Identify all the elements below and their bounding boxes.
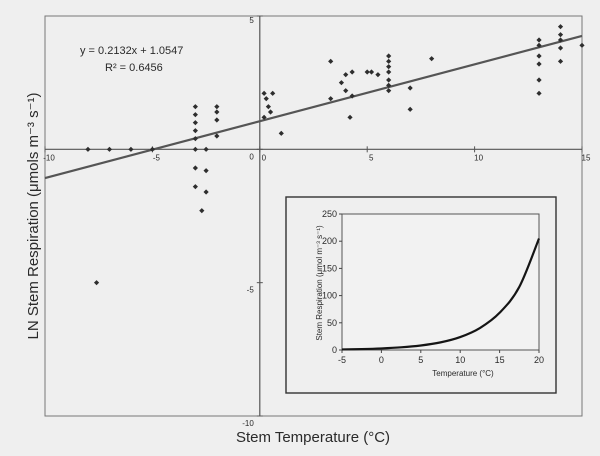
data-point (557, 24, 564, 30)
inset-x-axis-title: Temperature (°C) (432, 369, 494, 378)
data-point (536, 42, 542, 48)
main-y-tick-label: 5 (249, 16, 254, 25)
data-point (192, 112, 198, 118)
data-point (214, 133, 220, 139)
inset-y-tick-label: 250 (322, 209, 337, 219)
data-point (386, 88, 392, 94)
inset-y-tick-label: 0 (332, 345, 337, 355)
inset-x-tick-label: 20 (534, 355, 544, 365)
data-point (536, 61, 542, 67)
data-point (557, 58, 564, 64)
data-point (536, 53, 542, 59)
data-point (203, 189, 209, 195)
data-point (386, 53, 392, 59)
data-point (429, 56, 435, 62)
data-point (278, 130, 284, 136)
regression-equation: y = 0.2132x + 1.0547 (80, 45, 183, 57)
data-point (557, 32, 564, 38)
main-y-tick-label: -5 (247, 286, 255, 295)
inset-x-tick-label: -5 (338, 355, 346, 365)
data-point (192, 146, 198, 152)
data-point (203, 168, 209, 174)
main-x-tick-label: 10 (474, 153, 483, 162)
main-plot-frame (44, 15, 583, 417)
data-point (579, 42, 585, 48)
data-point (557, 37, 564, 43)
data-point (343, 88, 349, 94)
main-x-tick-label: -10 (43, 153, 55, 162)
data-point (343, 72, 349, 78)
main-y-axis-title: LN Stem Respiration (μmols m⁻³ s⁻¹) (25, 92, 42, 339)
main-x-tick-label: 15 (582, 153, 591, 162)
data-point (192, 120, 198, 126)
data-point (93, 280, 100, 286)
data-point (349, 69, 355, 75)
main-y-tick-label: -10 (242, 419, 254, 428)
inset-y-tick-label: 150 (322, 263, 337, 273)
data-point (364, 69, 370, 75)
data-point (328, 58, 334, 64)
main-x-tick-label: -5 (153, 153, 161, 162)
data-point (386, 64, 392, 70)
data-point (261, 114, 267, 120)
data-point (214, 109, 220, 115)
data-point (328, 96, 334, 102)
data-point (557, 45, 564, 51)
main-x-tick-label: 0 (262, 153, 267, 162)
data-point (192, 136, 198, 142)
data-point (270, 90, 276, 96)
data-point (106, 146, 113, 152)
inset-plot-area (341, 213, 540, 351)
main-x-tick-label: 5 (369, 153, 374, 162)
data-point (214, 104, 220, 110)
data-point (199, 208, 205, 214)
inset-y-tick-label: 50 (327, 318, 337, 328)
inset-y-tick-label: 200 (322, 236, 337, 246)
data-point (386, 77, 392, 83)
data-point (85, 146, 91, 152)
data-point (347, 114, 353, 120)
data-point (338, 80, 345, 86)
data-point (536, 37, 542, 43)
data-point (386, 58, 392, 64)
inset-y-tick-label: 100 (322, 291, 337, 301)
regression-r-squared: R² = 0.6456 (105, 62, 163, 74)
data-point (267, 109, 274, 115)
main-x-axis-title: Stem Temperature (°C) (236, 429, 390, 446)
data-point (192, 104, 198, 110)
data-point (214, 117, 220, 123)
data-point (375, 72, 381, 78)
data-point (263, 96, 269, 102)
inset-x-tick-label: 5 (418, 355, 423, 365)
data-point (192, 184, 198, 190)
inset-x-tick-label: 10 (455, 355, 465, 365)
data-point (261, 90, 267, 96)
inset-y-axis-title: Stem Respiration (μmol m⁻³ s⁻¹) (315, 225, 324, 341)
data-point (536, 90, 542, 96)
data-point (265, 104, 271, 110)
inset-exponential-curve (341, 238, 541, 351)
inset-x-tick-label: 0 (379, 355, 384, 365)
data-point (128, 146, 134, 152)
data-point (386, 69, 392, 75)
data-point (536, 77, 542, 83)
data-point (368, 69, 375, 75)
data-point (349, 93, 355, 99)
inset-x-tick-label: 15 (495, 355, 505, 365)
data-point (407, 106, 413, 112)
data-point (149, 146, 155, 152)
data-point (192, 165, 198, 171)
data-point (407, 85, 413, 91)
data-point (192, 128, 198, 134)
regression-line (44, 34, 583, 180)
data-point (203, 146, 209, 152)
data-point (386, 82, 392, 88)
main-y-tick-label: 0 (249, 152, 254, 161)
